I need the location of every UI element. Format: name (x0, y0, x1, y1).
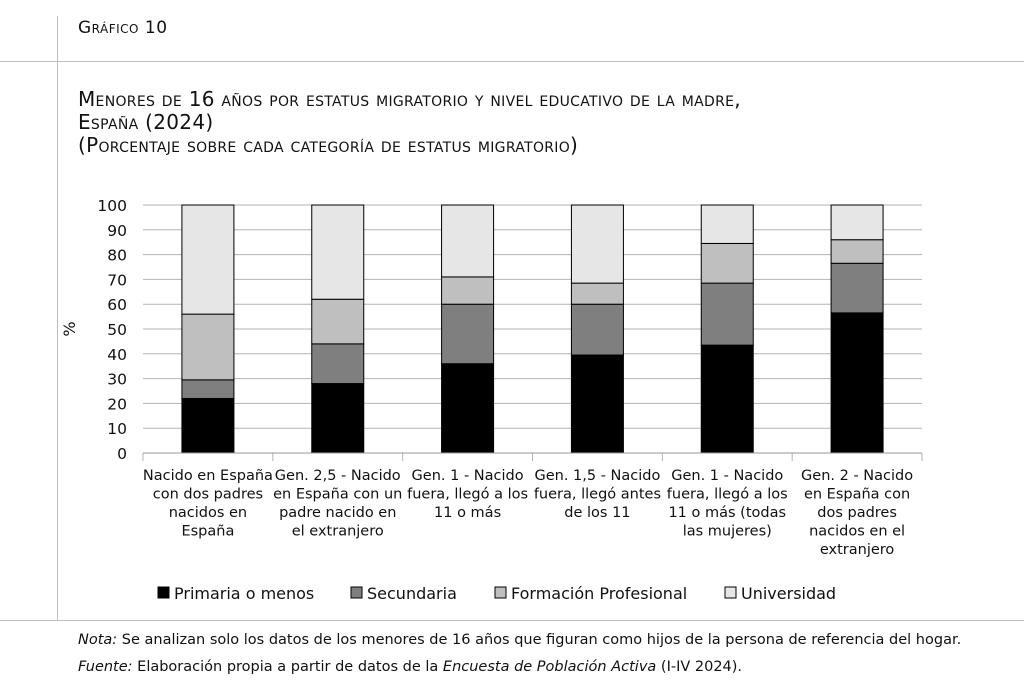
legend-label: Secundaria (367, 584, 457, 603)
y-tick-label: 40 (107, 346, 127, 364)
legend-swatch (350, 586, 363, 599)
x-category-label: las mujeres) (683, 524, 772, 540)
bar-segment (311, 204, 365, 300)
bar-segment (830, 312, 884, 454)
bar-segment (570, 204, 624, 284)
x-category-label: extranjero (820, 542, 895, 558)
x-category-label: España (181, 524, 234, 540)
legend-label: Formación Profesional (511, 584, 687, 603)
bar-segment (311, 343, 365, 385)
x-category-label: Nacido en España (143, 468, 273, 484)
x-category-label: de los 11 (564, 505, 630, 521)
bar-segment (830, 204, 884, 241)
bar-segment (441, 363, 495, 454)
x-category-label: nacidos en el (809, 524, 905, 540)
figure-label: Gráfico 10 (78, 18, 168, 38)
x-category-label: dos padres (817, 505, 897, 521)
frame-vertical-rule (57, 16, 58, 620)
x-category-label: con dos padres (153, 487, 263, 503)
bar-segment (570, 303, 624, 356)
bar-segment (830, 239, 884, 264)
chart-title-line2: España (2024) (78, 110, 214, 134)
bar-segment (181, 313, 235, 381)
bar-segment (700, 242, 754, 284)
x-category-label: Gen. 2,5 - Nacido (275, 468, 401, 484)
legend-label: Universidad (741, 584, 836, 603)
bar-segment (570, 282, 624, 305)
bar-segment (441, 276, 495, 305)
x-category-label: el extranjero (292, 524, 384, 540)
x-category-label: en España con un (273, 487, 402, 503)
bar-segment (311, 383, 365, 454)
source-text-after: (I-IV 2024). (656, 659, 743, 675)
source-line: Fuente: Elaboración propia a partir de d… (78, 659, 742, 675)
legend-label: Primaria o menos (174, 584, 314, 603)
x-category-label: 11 o más (todas (668, 505, 786, 521)
bar-segment (830, 262, 884, 314)
bar-segment (700, 282, 754, 346)
y-tick-label: 100 (97, 197, 127, 215)
y-axis-label: % (60, 321, 79, 336)
x-category-label: Gen. 2 - Nacido (801, 468, 913, 484)
x-category-label: Gen. 1,5 - Nacido (534, 468, 660, 484)
header-divider (0, 61, 1024, 62)
legend-swatch (724, 586, 737, 599)
legend-swatch (157, 586, 170, 599)
x-category-label: en España con (804, 487, 910, 503)
y-tick-label: 60 (107, 296, 127, 314)
x-category-label: Gen. 1 - Nacido (671, 468, 783, 484)
x-category-label: Gen. 1 - Nacido (412, 468, 524, 484)
source-survey-name: Encuesta de Población Activa (442, 659, 657, 675)
note-label: Nota: (78, 632, 118, 648)
bar-segment (311, 298, 365, 345)
y-tick-label: 10 (107, 420, 127, 438)
y-tick-label: 0 (117, 445, 127, 463)
y-tick-label: 30 (107, 371, 127, 389)
bar-segment (181, 204, 235, 315)
bar-segment (570, 354, 624, 454)
note-line: Nota: Se analizan solo los datos de los … (78, 632, 961, 648)
bar-segment (441, 303, 495, 365)
x-category-label: padre nacido en (279, 505, 396, 521)
chart-title: Menores de 16 años por estatus migratori… (78, 88, 998, 157)
x-category-label: fuera, llegó antes (534, 487, 661, 503)
bar-segment (181, 397, 235, 454)
x-category-label: fuera, llegó a los (407, 487, 528, 503)
source-text-before: Elaboración propia a partir de datos de … (132, 659, 443, 675)
y-tick-label: 80 (107, 247, 127, 265)
footer-divider (0, 620, 1024, 621)
stacked-bar-chart: 0 10 20 30 40 50 60 70 80 90 100% Nacido en España c… (60, 197, 923, 603)
y-tick-label: 20 (107, 395, 127, 413)
y-tick-label: 70 (107, 271, 127, 289)
bar-segment (700, 344, 754, 454)
y-tick-label: 90 (107, 222, 127, 240)
source-label: Fuente: (78, 659, 133, 675)
legend-swatch (494, 586, 507, 599)
chart-title-line1: Menores de 16 años por estatus migratori… (78, 87, 741, 111)
y-tick-label: 50 (107, 321, 127, 339)
chart-subtitle: (Porcentaje sobre cada categoría de esta… (78, 133, 579, 157)
note-text: Se analizan solo los datos de los menore… (117, 632, 962, 648)
bar-segment (700, 204, 754, 244)
bar-segment (181, 379, 235, 399)
bar-segment (441, 204, 495, 278)
x-category-label: nacidos en (169, 505, 247, 521)
x-category-label: 11 o más (434, 505, 501, 521)
x-category-label: fuera, llegó a los (667, 487, 788, 503)
